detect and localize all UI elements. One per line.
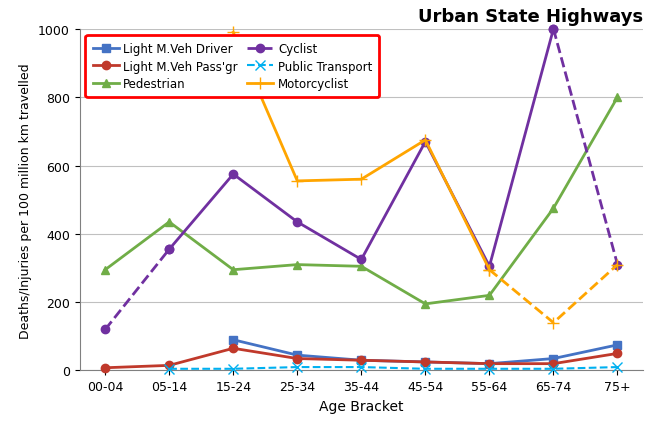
- Cyclist: [165, 247, 173, 252]
- Line: Pedestrian: Pedestrian: [101, 94, 622, 308]
- Light M.Veh Pass'gr: [613, 351, 621, 356]
- Pedestrian: [550, 206, 558, 211]
- Public Transport: [613, 365, 621, 370]
- Pedestrian: [293, 262, 301, 268]
- Light M.Veh Pass'gr: [550, 361, 558, 366]
- Light M.Veh Driver: [613, 343, 621, 348]
- Legend: Light M.Veh Driver, Light M.Veh Pass'gr, Pedestrian, Cyclist, Public Transport, : Light M.Veh Driver, Light M.Veh Pass'gr,…: [86, 36, 379, 98]
- Motorcyclist: [229, 31, 237, 36]
- Motorcyclist: [357, 177, 365, 182]
- Motorcyclist: [422, 138, 430, 143]
- Light M.Veh Pass'gr: [229, 346, 237, 351]
- Pedestrian: [165, 220, 173, 225]
- Pedestrian: [613, 95, 621, 101]
- Pedestrian: [485, 293, 493, 298]
- Text: Urban State Highways: Urban State Highways: [418, 8, 643, 26]
- Public Transport: [550, 366, 558, 371]
- Light M.Veh Pass'gr: [293, 356, 301, 361]
- Light M.Veh Pass'gr: [165, 363, 173, 368]
- Pedestrian: [357, 264, 365, 269]
- Pedestrian: [101, 268, 109, 273]
- Line: Light M.Veh Driver: Light M.Veh Driver: [229, 336, 622, 368]
- Light M.Veh Pass'gr: [485, 361, 493, 366]
- X-axis label: Age Bracket: Age Bracket: [319, 399, 404, 413]
- Cyclist: [101, 327, 109, 332]
- Line: Cyclist: Cyclist: [101, 245, 174, 334]
- Y-axis label: Deaths/Injuries per 100 million km travelled: Deaths/Injuries per 100 million km trave…: [19, 63, 32, 338]
- Line: Light M.Veh Pass'gr: Light M.Veh Pass'gr: [101, 344, 622, 372]
- Light M.Veh Driver: [422, 360, 430, 365]
- Light M.Veh Driver: [485, 361, 493, 366]
- Motorcyclist: [293, 179, 301, 184]
- Line: Motorcyclist: Motorcyclist: [227, 27, 496, 276]
- Pedestrian: [422, 302, 430, 307]
- Public Transport: [422, 366, 430, 371]
- Public Transport: [357, 365, 365, 370]
- Line: Public Transport: Public Transport: [164, 363, 623, 374]
- Light M.Veh Driver: [293, 353, 301, 358]
- Light M.Veh Pass'gr: [357, 358, 365, 363]
- Pedestrian: [229, 268, 237, 273]
- Public Transport: [485, 366, 493, 371]
- Light M.Veh Pass'gr: [422, 360, 430, 365]
- Motorcyclist: [485, 268, 493, 273]
- Light M.Veh Pass'gr: [101, 366, 109, 371]
- Public Transport: [293, 365, 301, 370]
- Light M.Veh Driver: [357, 358, 365, 363]
- Public Transport: [165, 366, 173, 371]
- Public Transport: [229, 366, 237, 371]
- Light M.Veh Driver: [550, 356, 558, 361]
- Light M.Veh Driver: [229, 337, 237, 343]
